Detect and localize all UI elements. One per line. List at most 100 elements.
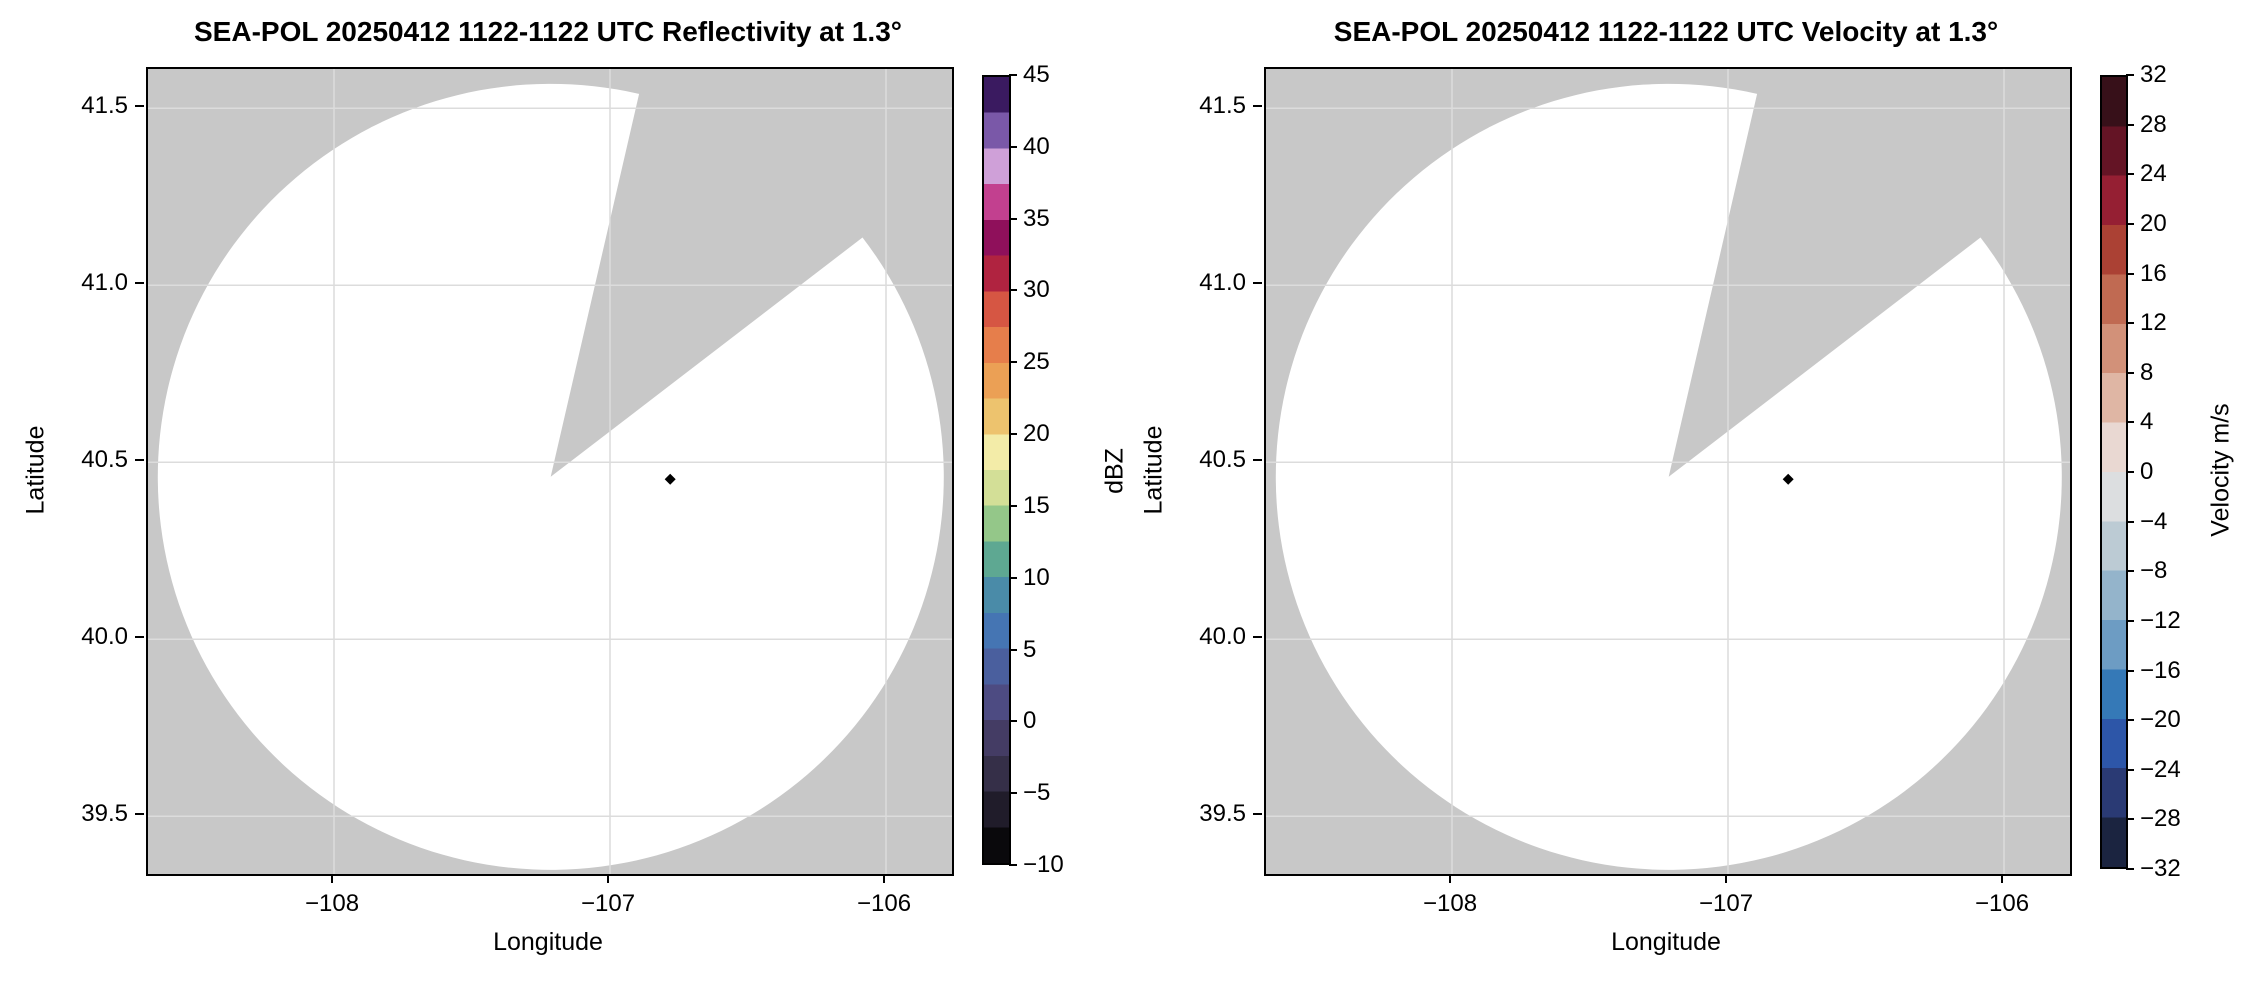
y-axis-tick <box>135 636 144 639</box>
radar-coverage-area <box>157 83 944 870</box>
colorbar-tick-label: −5 <box>1023 779 1051 807</box>
colorbar-tick <box>2126 471 2134 473</box>
colorbar-tick-label: 15 <box>1023 491 1050 519</box>
site-marker-diamond <box>1782 473 1794 485</box>
y-axis-tick <box>1253 459 1262 462</box>
velocity-colorbar <box>2100 75 2128 869</box>
x-axis-tick-label: −108 <box>1422 890 1478 917</box>
colorbar-tick-label: 30 <box>1023 276 1050 304</box>
colorbar-tick-label: −16 <box>2140 656 2181 684</box>
x-axis-tick <box>607 874 610 883</box>
x-axis-tick <box>883 874 886 883</box>
colorbar-tick <box>2126 371 2134 374</box>
colorbar-tick <box>2126 669 2134 672</box>
x-axis-tick <box>1449 874 1452 883</box>
colorbar-tick-label: −24 <box>2140 755 2181 783</box>
colorbar-tick <box>1009 145 1017 148</box>
colorbar-tick <box>1009 433 1017 436</box>
y-axis-tick <box>1253 813 1262 816</box>
colorbar-tick-label: −32 <box>2140 855 2181 882</box>
colorbar-tick <box>1009 74 1017 76</box>
colorbar-tick-label: 12 <box>2140 309 2167 337</box>
colorbar-tick-label: 4 <box>2140 408 2154 436</box>
velocity-yaxis-label: Latitude <box>1139 425 1168 515</box>
colorbar-tick <box>2126 272 2134 275</box>
x-axis-tick-label: −106 <box>857 890 912 917</box>
x-axis-tick <box>2001 874 2004 883</box>
colorbar-tick-label: 8 <box>2140 358 2154 386</box>
y-axis-tick-label: 40.5 <box>1199 446 1246 474</box>
colorbar-tick <box>2126 123 2134 126</box>
x-axis-tick-label: −106 <box>1975 890 2030 917</box>
y-axis-tick-label: 39.5 <box>1199 800 1246 828</box>
colorbar-tick-label: 0 <box>1023 707 1037 735</box>
y-axis-tick <box>135 813 144 816</box>
x-axis-tick-label: −108 <box>304 890 360 917</box>
reflectivity-xaxis-label: Longitude <box>493 928 603 956</box>
x-axis-tick <box>1725 874 1728 883</box>
colorbar-tick <box>2126 719 2134 722</box>
colorbar-tick-label: 32 <box>2140 61 2167 88</box>
x-axis-tick-label: −107 <box>580 890 636 917</box>
colorbar-tick <box>1009 361 1017 364</box>
velocity-colorbar-label: Velocity m/s <box>2206 403 2235 537</box>
colorbar-tick <box>2126 570 2134 573</box>
colorbar-tick <box>2126 768 2134 771</box>
colorbar-tick-label: 24 <box>2140 160 2167 188</box>
colorbar-tick <box>2126 222 2134 225</box>
colorbar-tick <box>2126 520 2134 523</box>
colorbar-tick <box>2126 818 2134 821</box>
reflectivity-title: SEA-POL 20250412 1122-1122 UTC Reflectiv… <box>194 16 902 47</box>
reflectivity-colorbar <box>982 75 1011 865</box>
colorbar-tick <box>1009 217 1017 220</box>
colorbar-tick-label: 5 <box>1023 635 1037 663</box>
reflectivity-yaxis-label: Latitude <box>21 425 50 515</box>
colorbar-tick <box>1009 648 1017 651</box>
colorbar-tick-label: −8 <box>2140 557 2168 585</box>
colorbar-tick-label: 35 <box>1023 204 1050 232</box>
colorbar-tick <box>2126 868 2134 870</box>
colorbar-tick <box>2126 619 2134 622</box>
colorbar-tick-label: −4 <box>2140 507 2168 535</box>
colorbar-tick-label: 20 <box>2140 209 2167 237</box>
colorbar-tick <box>2126 322 2134 325</box>
colorbar-tick-label: −28 <box>2140 805 2181 833</box>
y-axis-tick <box>1253 282 1262 285</box>
colorbar-tick-label: 40 <box>1023 132 1050 160</box>
colorbar-tick-label: 45 <box>1023 61 1050 88</box>
colorbar-tick-label: 28 <box>2140 110 2167 138</box>
velocity-title: SEA-POL 20250412 1122-1122 UTC Velocity … <box>1333 16 1999 47</box>
radar-coverage-area <box>1275 83 2062 870</box>
y-axis-tick <box>135 105 144 108</box>
y-axis-tick <box>135 459 144 462</box>
y-axis-tick <box>135 282 144 285</box>
reflectivity-ppi-canvas <box>148 69 952 874</box>
y-axis-tick <box>1253 105 1262 108</box>
colorbar-tick <box>1009 720 1017 723</box>
colorbar-tick <box>1009 576 1017 579</box>
velocity-ppi-canvas <box>1266 69 2070 874</box>
y-axis-tick-label: 40.0 <box>81 623 128 651</box>
y-axis-tick <box>1253 636 1262 639</box>
reflectivity-plot-area <box>146 67 954 876</box>
colorbar-tick <box>1009 864 1017 866</box>
colorbar-tick-label: 10 <box>1023 563 1050 591</box>
y-axis-tick-label: 40.5 <box>81 446 128 474</box>
colorbar-tick <box>1009 289 1017 292</box>
colorbar-tick-label: 0 <box>2140 458 2154 485</box>
velocity-plot-area <box>1264 67 2072 876</box>
y-axis-tick-label: 41.5 <box>81 92 128 120</box>
x-axis-tick-label: −107 <box>1698 890 1754 917</box>
colorbar-tick <box>1009 504 1017 507</box>
velocity-xaxis-label: Longitude <box>1611 928 1721 956</box>
colorbar-tick-label: 20 <box>1023 420 1050 448</box>
colorbar-tick-label: −12 <box>2140 606 2181 634</box>
reflectivity-colorbar-label: dBZ <box>1100 448 1129 494</box>
colorbar-tick-label: 16 <box>2140 259 2167 287</box>
y-axis-tick-label: 41.5 <box>1199 92 1246 120</box>
y-axis-tick-label: 41.0 <box>1199 269 1246 297</box>
site-marker-diamond <box>664 473 676 485</box>
colorbar-tick <box>2126 421 2134 424</box>
x-axis-tick <box>331 874 334 883</box>
